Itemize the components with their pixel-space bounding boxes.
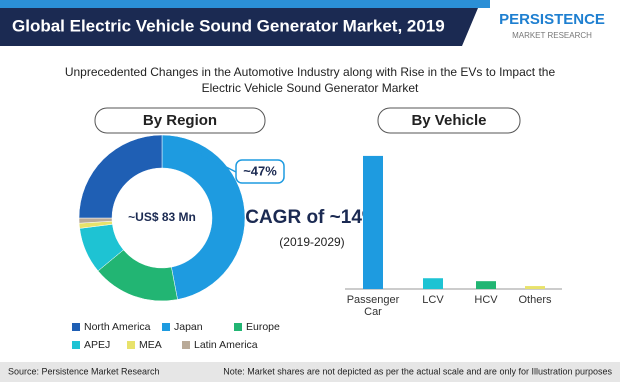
header-bar (0, 8, 478, 46)
legend-swatch (72, 323, 80, 331)
legend-label: MEA (139, 339, 162, 351)
logo-name: PERSISTENCE (499, 11, 605, 28)
label-box (235, 159, 285, 184)
legend-swatch (72, 341, 80, 349)
legend-swatch (182, 341, 190, 349)
legend-swatch (127, 341, 135, 349)
footer-source: Source: Persistence Market Research (8, 366, 160, 376)
x-tick-label: Others (518, 294, 552, 306)
vehicle-title: By Vehicle (411, 112, 486, 129)
region-title: By Region (143, 112, 217, 129)
subtitle: Unprecedented Changes in the Automotive … (64, 65, 556, 95)
vehicle-pill (377, 107, 521, 134)
cagr-label: CAGR of ~14% (245, 207, 379, 228)
legend-label: Japan (174, 321, 203, 333)
logo-tagline: MARKET RESEARCH (512, 31, 592, 40)
bar (476, 281, 496, 289)
subtitle-box: Unprecedented Changes in the Automotive … (64, 65, 556, 95)
header-title: Global Electric Vehicle Sound Generator … (12, 16, 445, 35)
label-leader (187, 146, 237, 173)
bar (525, 286, 545, 289)
legend-label: Europe (246, 321, 280, 333)
legend-swatch (234, 323, 242, 331)
region-pill (94, 107, 266, 134)
footer-bar (0, 362, 620, 382)
bar (423, 278, 443, 289)
donut-segment (78, 134, 163, 219)
header-stripe (0, 0, 490, 8)
value-label: ~47% (243, 163, 277, 178)
donut-segment (161, 134, 246, 300)
x-tick-label: HCV (474, 294, 498, 306)
x-tick-label: Passenger Car (346, 294, 400, 318)
legend-label: APEJ (84, 339, 110, 351)
bar (363, 155, 383, 289)
cagr-period: (2019-2029) (279, 235, 344, 249)
footer-note: Note: Market shares are not depicted as … (223, 366, 612, 376)
x-tick-label: LCV (422, 294, 444, 306)
legend-swatch (162, 323, 170, 331)
legend-label: Latin America (194, 339, 258, 351)
center-label: ~US$ 83 Mn (128, 210, 196, 224)
legend-label: North America (84, 321, 151, 333)
